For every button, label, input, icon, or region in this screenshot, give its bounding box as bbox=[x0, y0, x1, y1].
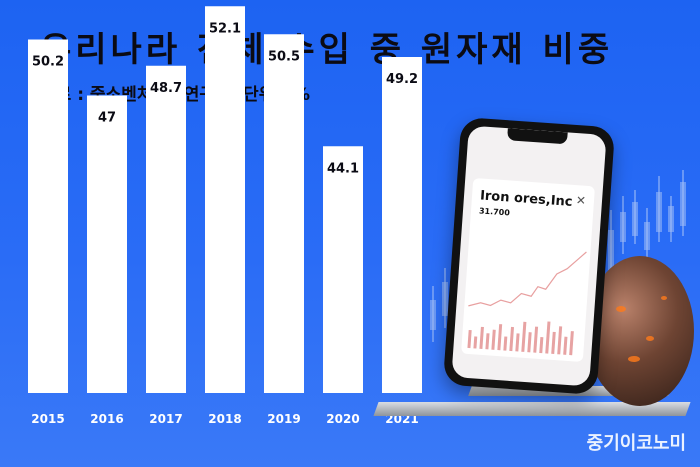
value-label-2015: 50.2 bbox=[32, 55, 64, 70]
value-label-2021: 49.2 bbox=[386, 72, 418, 87]
stock-card: Iron ores,Inc 31.700 ✕ bbox=[461, 177, 596, 363]
value-label-2016: 47 bbox=[98, 111, 116, 126]
x-tick-2018: 2018 bbox=[208, 412, 241, 426]
value-label-2020: 44.1 bbox=[327, 161, 359, 176]
x-tick-2019: 2019 bbox=[267, 412, 300, 426]
bar-2016 bbox=[87, 95, 127, 393]
x-tick-2016: 2016 bbox=[90, 412, 123, 426]
stock-price: 31.700 bbox=[478, 206, 511, 218]
bar-2018 bbox=[205, 6, 245, 393]
value-label-2019: 50.5 bbox=[268, 49, 300, 64]
bar-2015 bbox=[28, 39, 68, 393]
bar-2017 bbox=[146, 65, 186, 393]
smartphone: Iron ores,Inc 31.700 ✕ bbox=[442, 116, 616, 396]
x-tick-2020: 2020 bbox=[326, 412, 359, 426]
bar-2020 bbox=[323, 146, 363, 393]
value-label-2017: 48.7 bbox=[150, 81, 182, 96]
chart-title: 우리나라 전체 수입 중 원자재 비중 bbox=[40, 30, 614, 70]
x-tick-2015: 2015 bbox=[31, 412, 64, 426]
close-icon: ✕ bbox=[575, 193, 587, 208]
phone-notch bbox=[507, 128, 568, 145]
bar-2019 bbox=[264, 34, 304, 393]
phone-screen: Iron ores,Inc 31.700 ✕ bbox=[451, 125, 607, 387]
value-label-2018: 52.1 bbox=[209, 21, 241, 36]
stock-line-chart bbox=[467, 251, 587, 356]
x-tick-2017: 2017 bbox=[149, 412, 182, 426]
watermark-logo: 중기이코노미 bbox=[586, 433, 686, 454]
bars-group: 50.2 2015 47 2016 48.7 2017 52.1 2018 50.5 2019 44… bbox=[28, 6, 422, 426]
bar-2021 bbox=[382, 57, 422, 393]
